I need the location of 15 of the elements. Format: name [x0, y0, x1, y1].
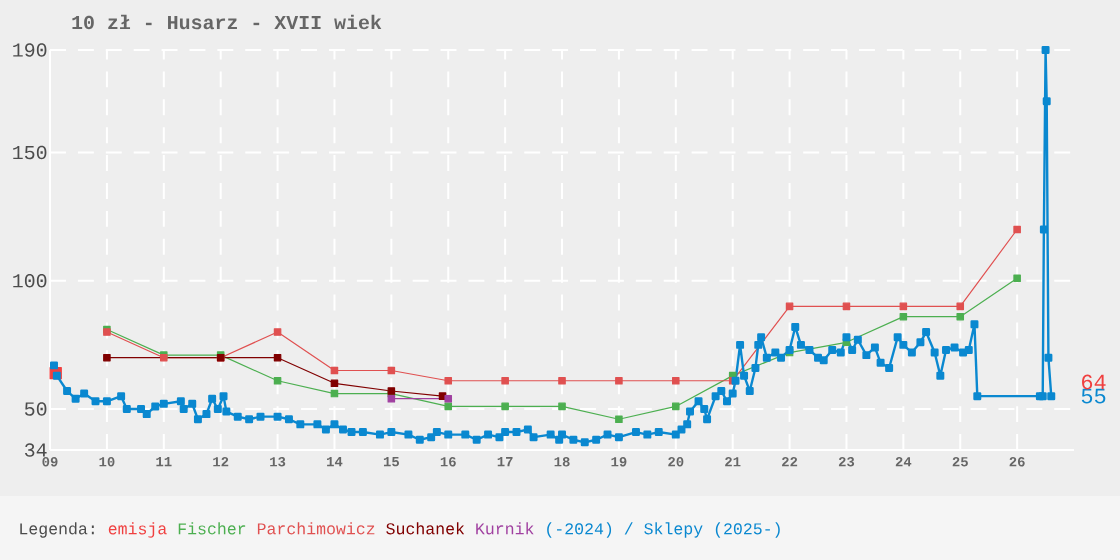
y-tick-label: 50 — [24, 402, 47, 416]
text: Kurnik — [476, 522, 534, 535]
legend-title: Legenda: — [20, 522, 94, 538]
text: Parchimowicz — [257, 522, 375, 535]
y-tick-label: 100 — [13, 273, 47, 288]
chart-title: 10 zł - Husarz - XVII wiek — [72, 14, 382, 30]
text: 64 — [1082, 374, 1106, 390]
text: Suchanek — [386, 522, 465, 535]
data-label: 55 — [1081, 388, 1106, 404]
y-tick-label: 34 — [24, 443, 47, 457]
text: emisja — [108, 522, 167, 538]
text: Fischer — [178, 522, 246, 535]
y-tick-label: 190 — [13, 43, 47, 57]
y-tick-label: 150 — [13, 145, 47, 160]
text: (-2024) / Sklepy (2025-) — [547, 522, 780, 538]
